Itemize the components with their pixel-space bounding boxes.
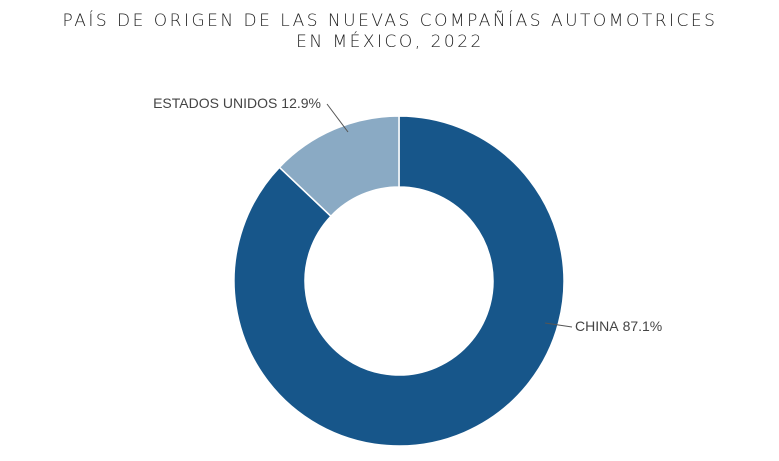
category-label: CHINA xyxy=(575,318,619,334)
donut-segment xyxy=(233,115,565,447)
value-label: 87.1% xyxy=(623,318,663,334)
category-label: ESTADOS UNIDOS xyxy=(153,95,277,111)
chart-title: EN MÉXICO, 2022 xyxy=(296,30,484,52)
data-label: ESTADOS UNIDOS 12.9% xyxy=(153,95,321,111)
leader-line xyxy=(544,322,573,328)
data-label: CHINA 87.1% xyxy=(575,318,662,334)
donut-segment xyxy=(278,115,400,218)
leader-line xyxy=(326,103,349,133)
value-label: 12.9% xyxy=(281,95,321,111)
chart-title: PAÍS DE ORIGEN DE LAS NUEVAS COMPAÑÍAS A… xyxy=(63,9,718,31)
